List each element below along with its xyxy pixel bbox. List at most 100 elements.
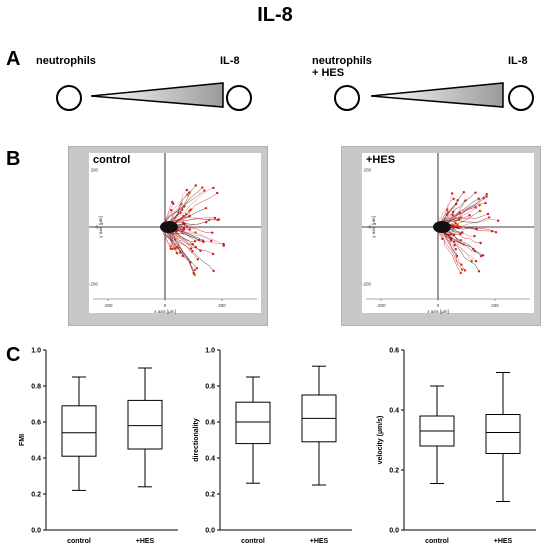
track-endpoint	[170, 209, 173, 212]
cell-track	[435, 229, 477, 262]
track-endpoint	[194, 245, 197, 249]
track-endpoint	[454, 248, 457, 251]
track-endpoint	[482, 197, 486, 200]
box-y-tick-label: 0.0	[205, 528, 215, 535]
track-plot-hes-svg: -400-20002004004002000-200-400x axis [µm…	[319, 111, 550, 344]
track-endpoint	[211, 252, 215, 256]
track-endpoint	[479, 241, 482, 245]
panel-b-letter: B	[6, 148, 21, 170]
cell-track	[436, 193, 453, 225]
track-endpoint	[477, 270, 481, 273]
neutrophil-circle-left	[56, 85, 82, 111]
track-x-axis-label: x axis [µm]	[154, 309, 176, 314]
box-category-label: +HES	[494, 538, 513, 545]
box-chart-2: 0.0 0.2 0.4 0.6 velocity (µm/s) control +HES	[377, 348, 536, 545]
track-x-tick-label: -200	[103, 303, 113, 308]
cell-track	[162, 185, 196, 226]
track-origin-cluster	[160, 221, 178, 233]
track-endpoint	[474, 191, 477, 194]
track-x-tick-label: 0	[164, 303, 167, 308]
track-endpoint	[486, 212, 490, 216]
box-iqr	[127, 399, 163, 450]
figure-title: IL-8	[257, 4, 293, 26]
track-endpoint	[201, 239, 205, 242]
track-endpoint	[497, 219, 500, 222]
track-endpoint-highlight	[194, 273, 197, 275]
track-endpoint-highlight	[187, 193, 189, 195]
track-endpoint	[456, 199, 459, 202]
track-endpoint-highlight	[181, 202, 183, 205]
track-endpoint	[484, 201, 487, 205]
track-plot-name: +HES	[366, 154, 395, 166]
il8-circle-right	[508, 85, 534, 111]
track-endpoint	[212, 269, 215, 273]
track-endpoint	[191, 250, 194, 253]
track-endpoint	[468, 214, 471, 217]
track-endpoint-highlight	[457, 223, 459, 226]
track-endpoint	[216, 218, 219, 222]
box-y-tick-label: 0.4	[31, 456, 41, 463]
track-plot-control-svg: -400-20002004004002000-200-400x axis [µm…	[46, 111, 283, 344]
box-iqr	[485, 414, 521, 454]
track-endpoint-highlight	[460, 271, 463, 274]
track-endpoint-highlight	[447, 210, 450, 212]
panel-a-left-target-label: IL-8	[220, 55, 240, 67]
cell-track	[439, 217, 490, 227]
track-endpoint	[169, 247, 172, 250]
track-endpoint-highlight	[471, 259, 474, 262]
track-endpoint	[462, 191, 465, 194]
track-endpoint-highlight	[205, 206, 208, 209]
box-y-tick-label: 0.4	[205, 456, 215, 463]
track-endpoint	[212, 186, 215, 190]
cell-track	[163, 187, 203, 225]
track-endpoint-highlight	[463, 243, 465, 245]
track-endpoint-highlight	[178, 246, 180, 248]
track-endpoint	[459, 232, 462, 236]
track-y-tick-label: 0	[368, 225, 371, 230]
box-y-tick-label: 0.6	[31, 420, 41, 427]
track-endpoint	[452, 225, 455, 228]
track-endpoint	[198, 238, 201, 242]
track-y-tick-label: 200	[90, 168, 98, 173]
track-endpoint-highlight	[479, 209, 482, 212]
track-endpoint-highlight	[170, 245, 172, 247]
track-endpoint	[182, 228, 186, 231]
track-endpoint	[454, 202, 458, 206]
track-endpoint	[485, 195, 488, 198]
box-y-tick-label: 0.8	[205, 384, 215, 391]
track-endpoint	[194, 184, 197, 187]
track-x-tick-label: 0	[437, 303, 440, 308]
gradient-wedge-right	[370, 82, 504, 108]
gradient-wedge-left	[90, 82, 224, 108]
box-y-axis-label: directionality	[193, 418, 200, 462]
panel-a-letter: A	[6, 48, 21, 70]
track-y-axis-label: y axis [µm]	[98, 216, 103, 238]
il8-circle-left	[226, 85, 252, 111]
track-y-tick-label: -200	[362, 282, 372, 287]
track-origin-cluster	[433, 221, 451, 233]
box-y-axis-label: velocity (µm/s)	[377, 416, 384, 465]
track-endpoint	[480, 254, 483, 258]
cell-track	[164, 225, 198, 269]
track-endpoint	[452, 197, 455, 200]
box-y-tick-label: 0.4	[389, 408, 399, 415]
track-endpoint-highlight	[195, 231, 198, 233]
box-category-label: control	[425, 538, 449, 545]
track-endpoint	[222, 244, 225, 247]
cell-track	[435, 229, 474, 250]
track-x-axis-label: x axis [µm]	[427, 309, 449, 314]
track-endpoint	[175, 230, 179, 233]
track-endpoint-highlight	[178, 211, 181, 213]
box-y-tick-label: 0.6	[389, 348, 399, 355]
box-iqr	[61, 405, 97, 457]
track-endpoint	[474, 260, 478, 263]
track-endpoint	[205, 221, 208, 224]
panel-a-left-source-label: neutrophils	[36, 55, 96, 67]
box-y-tick-label: 0.6	[205, 420, 215, 427]
box-y-tick-label: 0.0	[389, 528, 399, 535]
track-x-tick-label: 200	[491, 303, 499, 308]
track-endpoint	[458, 211, 461, 215]
track-endpoint	[222, 242, 225, 246]
track-endpoint	[210, 239, 213, 243]
box-category-label: control	[241, 538, 265, 545]
